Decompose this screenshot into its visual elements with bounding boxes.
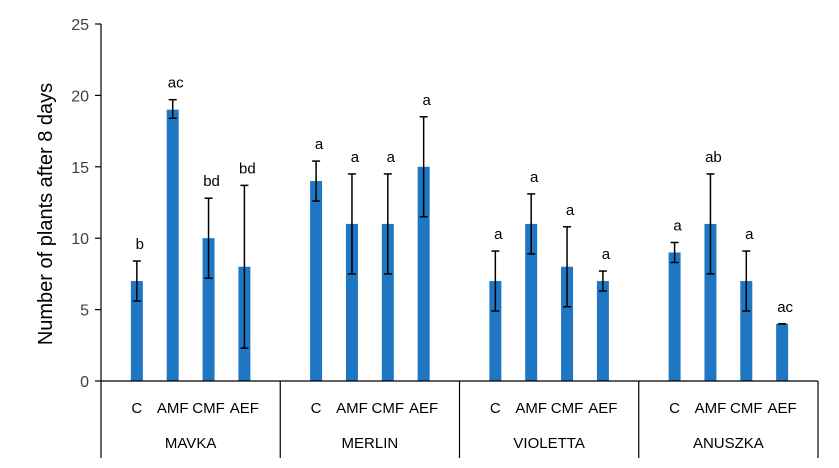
significance-label: ab bbox=[705, 149, 722, 166]
bar bbox=[740, 281, 753, 381]
category-label: C bbox=[669, 400, 680, 417]
group-label: VIOLETTA bbox=[513, 435, 584, 452]
bar bbox=[166, 109, 179, 382]
significance-label: a bbox=[566, 202, 575, 219]
bar bbox=[668, 252, 681, 381]
y-tick-label: 10 bbox=[71, 231, 89, 248]
significance-label: bd bbox=[239, 160, 256, 177]
bar bbox=[596, 281, 609, 381]
category-label: AEF bbox=[588, 400, 617, 417]
category-label: C bbox=[311, 400, 322, 417]
category-label: C bbox=[131, 400, 142, 417]
bar bbox=[704, 223, 717, 381]
bar bbox=[202, 238, 215, 381]
significance-label: a bbox=[673, 217, 682, 234]
category-label: CMF bbox=[730, 400, 763, 417]
category-label: CMF bbox=[372, 400, 405, 417]
category-label: AMF bbox=[157, 400, 189, 417]
significance-label: b bbox=[136, 236, 144, 253]
category-label: CMF bbox=[551, 400, 584, 417]
significance-label: a bbox=[422, 92, 431, 109]
bar bbox=[381, 223, 394, 381]
category-label: AMF bbox=[695, 400, 727, 417]
bar bbox=[310, 181, 323, 381]
category-label: AEF bbox=[768, 400, 797, 417]
bar bbox=[776, 323, 789, 381]
group-label: MAVKA bbox=[165, 435, 216, 452]
group-label: ANUSZKA bbox=[693, 435, 764, 452]
y-tick-label: 20 bbox=[71, 88, 89, 105]
significance-label: a bbox=[315, 136, 324, 153]
bar bbox=[130, 281, 143, 381]
bar bbox=[525, 223, 538, 381]
category-label: CMF bbox=[192, 400, 225, 417]
y-tick-label: 0 bbox=[80, 374, 89, 391]
category-label: AEF bbox=[409, 400, 438, 417]
significance-label: a bbox=[494, 226, 503, 243]
significance-label: a bbox=[530, 169, 539, 186]
category-label: AMF bbox=[515, 400, 547, 417]
y-tick-label: 25 bbox=[71, 17, 89, 34]
bars: b ac bd bd a a a a a a a a a ab a ac bbox=[130, 75, 794, 382]
category-label: AMF bbox=[336, 400, 368, 417]
significance-label: a bbox=[387, 149, 396, 166]
y-axis: 0 5 10 15 20 25 bbox=[71, 17, 102, 391]
significance-label: a bbox=[602, 246, 611, 263]
y-tick-label: 15 bbox=[71, 160, 89, 177]
significance-label: ac bbox=[168, 75, 184, 92]
y-axis-label: Number of plants after 8 days bbox=[35, 83, 57, 345]
bar bbox=[417, 166, 430, 381]
significance-label: a bbox=[745, 226, 754, 243]
significance-label: a bbox=[351, 149, 360, 166]
group-label: MERLIN bbox=[342, 435, 399, 452]
category-label: C bbox=[490, 400, 501, 417]
category-label: AEF bbox=[230, 400, 259, 417]
significance-label: ac bbox=[777, 299, 793, 316]
bar bbox=[345, 223, 358, 381]
bar bbox=[489, 281, 502, 381]
y-tick-label: 5 bbox=[80, 303, 89, 320]
significance-label: bd bbox=[203, 173, 220, 190]
bar bbox=[561, 266, 574, 381]
